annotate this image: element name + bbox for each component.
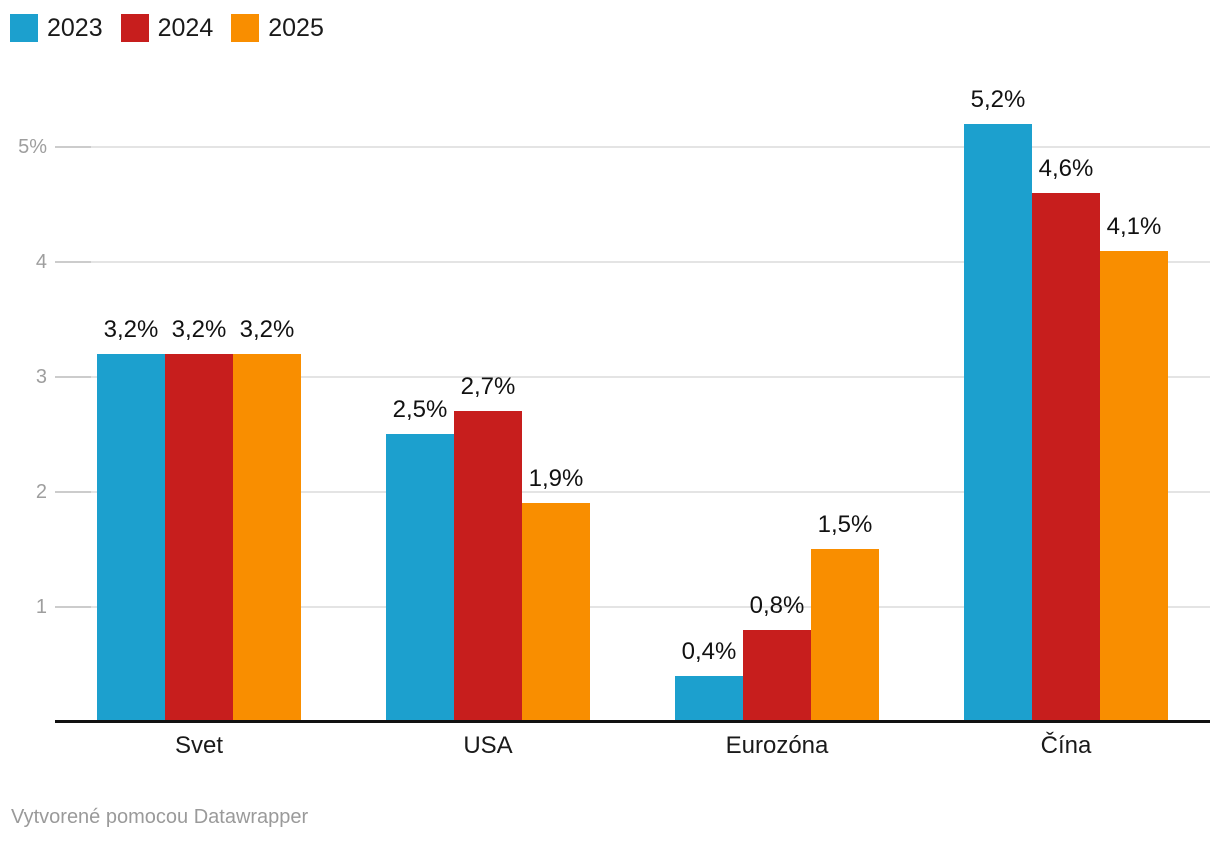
value-label: 1,9% (528, 465, 584, 492)
gridline (91, 261, 1210, 263)
value-label: 4,6% (1038, 155, 1094, 182)
legend-swatch-2024 (120, 14, 149, 42)
value-label: 1,5% (817, 511, 873, 538)
bar-2024-USA[interactable] (454, 411, 522, 722)
y-axis-tick (55, 606, 91, 608)
gridline (91, 606, 1210, 608)
y-tick-label: 2 (35, 481, 47, 503)
category-label-Eurozóna: Eurozóna (725, 732, 829, 759)
bar-2025-Eurozóna[interactable] (811, 549, 879, 722)
gridline (91, 491, 1210, 493)
bar-2023-Svet[interactable] (97, 354, 165, 722)
legend-swatch-2023 (10, 14, 38, 42)
legend: 2023 2024 2025 (10, 14, 324, 42)
y-tick-label: 3 (35, 366, 47, 388)
value-label: 2,7% (460, 373, 516, 400)
bar-2023-USA[interactable] (386, 434, 454, 722)
y-tick-label: 5% (18, 136, 47, 158)
gridline (91, 146, 1210, 148)
x-axis-line (55, 720, 1210, 723)
category-label-Svet: Svet (174, 732, 224, 759)
value-label: 0,8% (749, 592, 805, 619)
value-label: 3,2% (103, 316, 159, 343)
y-axis-tick (55, 491, 91, 493)
value-label: 3,2% (171, 316, 227, 343)
bar-2025-USA[interactable] (522, 503, 590, 722)
bar-2025-Čína[interactable] (1100, 251, 1168, 722)
category-label-USA: USA (463, 732, 513, 759)
bar-2024-Čína[interactable] (1032, 193, 1100, 722)
value-label: 3,2% (239, 316, 295, 343)
credit-link[interactable]: Vytvorené pomocou Datawrapper (11, 806, 309, 828)
bar-2024-Eurozóna[interactable] (743, 630, 811, 722)
y-tick-label: 4 (35, 251, 47, 273)
value-label: 5,2% (970, 86, 1026, 113)
legend-label: 2023 (47, 14, 103, 42)
y-tick-label: 1 (35, 596, 47, 618)
bar-2025-Svet[interactable] (233, 354, 301, 722)
value-label: 2,5% (392, 396, 448, 423)
legend-item-2025: 2025 (231, 14, 324, 42)
legend-label: 2025 (268, 14, 324, 42)
y-axis-tick (55, 376, 91, 378)
value-label: 0,4% (681, 638, 737, 665)
bar-2023-Eurozóna[interactable] (675, 676, 743, 722)
bar-2023-Čína[interactable] (964, 124, 1032, 722)
legend-swatch-2025 (231, 14, 260, 42)
value-label: 4,1% (1106, 213, 1162, 240)
chart-footer: Vytvorené pomocou Datawrapper (11, 806, 308, 829)
y-axis-tick (55, 146, 91, 148)
bar-2024-Svet[interactable] (165, 354, 233, 722)
legend-item-2024: 2024 (120, 14, 214, 42)
gridline (91, 376, 1210, 378)
category-label-Čína: Čína (1040, 732, 1092, 759)
legend-item-2023: 2023 (10, 14, 103, 42)
y-axis-tick (55, 261, 91, 263)
legend-label: 2024 (157, 14, 214, 42)
